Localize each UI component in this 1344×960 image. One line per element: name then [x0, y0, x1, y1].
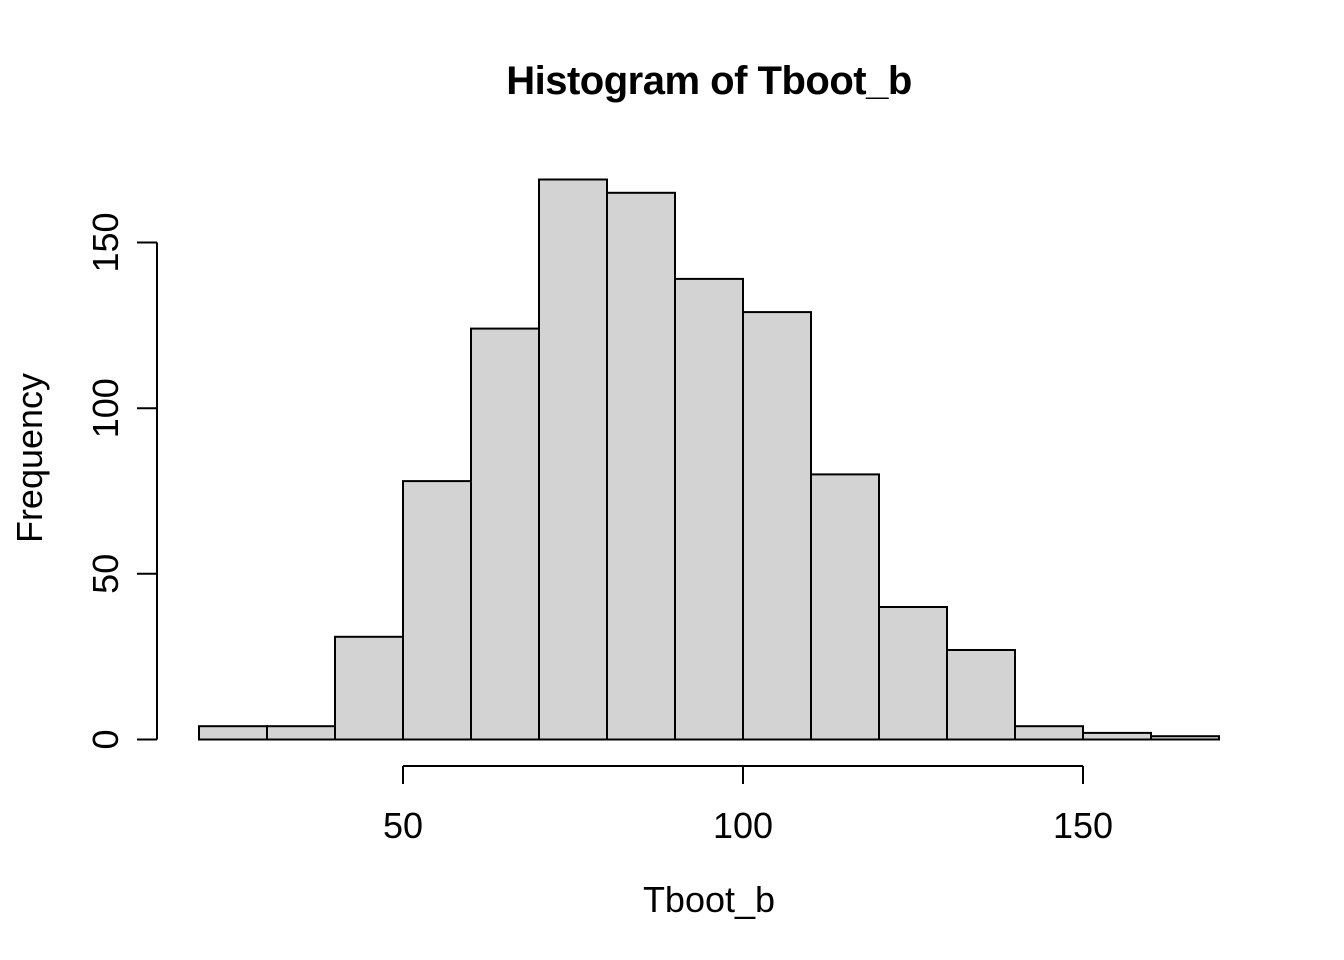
y-tick-label: 100	[85, 378, 126, 438]
x-axis-title: Tboot_b	[643, 879, 775, 920]
histogram-bar	[1082, 731, 1152, 741]
histogram-bar	[334, 635, 404, 741]
histogram-bar	[1150, 735, 1220, 741]
y-axis: 0 50 100 150	[85, 212, 158, 750]
histogram-bar	[810, 473, 880, 741]
histogram-bar	[1014, 725, 1084, 741]
x-tick-label: 100	[713, 805, 773, 846]
histogram-bar	[946, 649, 1016, 741]
histogram-bar	[470, 327, 540, 741]
y-tick-label: 50	[85, 554, 126, 594]
histogram-bar	[198, 725, 268, 741]
histogram-bar	[606, 191, 676, 741]
histogram-bar	[742, 311, 812, 741]
y-tick-label: 0	[85, 729, 126, 749]
histogram-bar	[266, 725, 336, 741]
histogram-bar	[674, 277, 744, 741]
histogram-bar	[538, 178, 608, 741]
chart-title: Histogram of Tboot_b	[506, 59, 912, 103]
histogram-bars	[198, 178, 1220, 741]
x-tick-label: 50	[383, 805, 423, 846]
y-tick-label: 150	[85, 212, 126, 272]
histogram-bar	[878, 606, 948, 741]
histogram-bar	[402, 480, 472, 741]
x-axis: 50 100 150	[383, 765, 1113, 846]
y-axis-title: Frequency	[9, 373, 50, 543]
x-tick-label: 150	[1053, 805, 1113, 846]
